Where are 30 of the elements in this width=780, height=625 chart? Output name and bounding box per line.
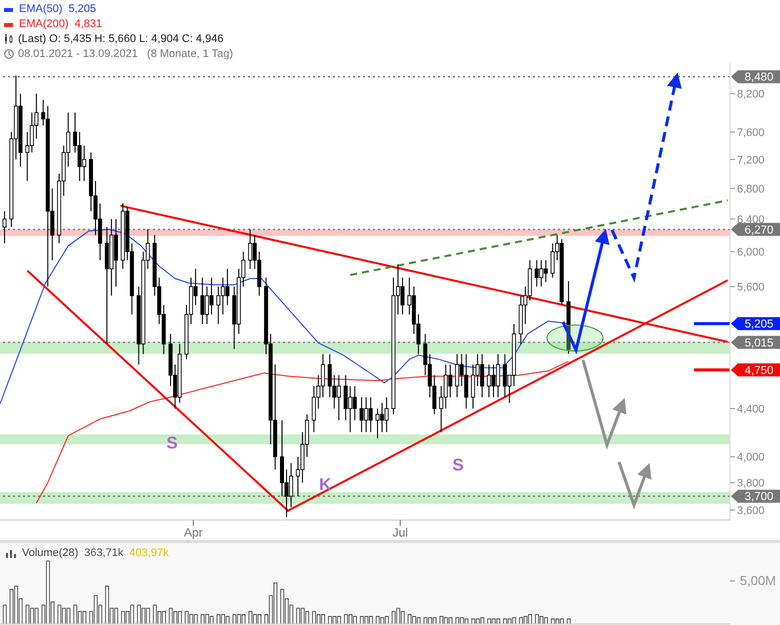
text: 5,00M bbox=[738, 573, 776, 588]
y-tick-label: 7,600 bbox=[737, 127, 765, 140]
ref-line-label: 5,015 bbox=[744, 337, 774, 350]
ref-line-label: 5,205 bbox=[744, 318, 774, 331]
chart-title: (Last) O: 5,435 H: 5,660 L: 4,904 C: 4,946 bbox=[18, 33, 224, 45]
ref-line-label: 8,480 bbox=[744, 72, 774, 84]
y-tick-label: 3,800 bbox=[737, 478, 765, 490]
text: 403,97k bbox=[129, 547, 169, 559]
annotation: S bbox=[166, 433, 178, 452]
y-tick-label: 4,000 bbox=[737, 452, 765, 464]
y-tick-label: 6,000 bbox=[737, 246, 765, 259]
y-tick-label: 6,400 bbox=[737, 214, 765, 226]
y-tick-label: 8,200 bbox=[737, 88, 765, 101]
annotation: K bbox=[319, 474, 332, 494]
y-tick-label: 4,400 bbox=[737, 403, 765, 416]
legend-label: EMA(50) 5,205 bbox=[19, 2, 96, 17]
ref-line-label: 6,270 bbox=[744, 224, 774, 236]
legend-label: EMA(200) 4,831 bbox=[19, 17, 102, 32]
x-tick-label: Jul bbox=[392, 526, 408, 540]
annotation: S bbox=[452, 455, 464, 474]
y-tick-label: 5,600 bbox=[737, 281, 765, 294]
ref-line-label: 4,750 bbox=[744, 364, 774, 377]
ref-line-label: 3,700 bbox=[744, 491, 774, 504]
y-tick-label: 3,600 bbox=[737, 504, 765, 517]
text: 363,71k bbox=[84, 547, 124, 559]
x-tick-label: Apr bbox=[184, 526, 203, 540]
y-tick-label: 6,800 bbox=[737, 183, 765, 196]
chart-title: Volume(28) bbox=[22, 547, 78, 559]
chart-subtitle: 08.01.2021 - 13.09.2021 (8 Monate, 1 Tag) bbox=[18, 48, 234, 60]
y-tick-label: 7,200 bbox=[737, 154, 765, 166]
